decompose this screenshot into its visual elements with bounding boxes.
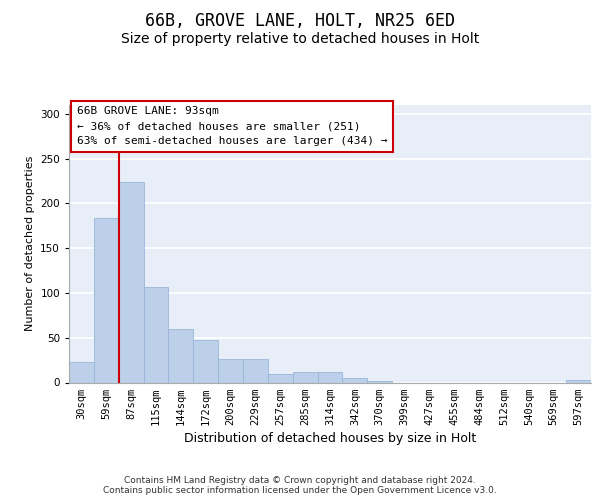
Text: 66B GROVE LANE: 93sqm
← 36% of detached houses are smaller (251)
63% of semi-det: 66B GROVE LANE: 93sqm ← 36% of detached … bbox=[77, 106, 388, 146]
Text: 66B, GROVE LANE, HOLT, NR25 6ED: 66B, GROVE LANE, HOLT, NR25 6ED bbox=[145, 12, 455, 30]
Bar bbox=[69, 362, 94, 382]
Bar bbox=[119, 182, 143, 382]
Bar bbox=[169, 329, 193, 382]
Bar bbox=[317, 372, 343, 382]
Bar bbox=[218, 359, 243, 382]
Bar bbox=[193, 340, 218, 382]
Bar bbox=[367, 380, 392, 382]
Bar bbox=[94, 218, 119, 382]
Text: Size of property relative to detached houses in Holt: Size of property relative to detached ho… bbox=[121, 32, 479, 46]
X-axis label: Distribution of detached houses by size in Holt: Distribution of detached houses by size … bbox=[184, 432, 476, 445]
Bar bbox=[566, 380, 591, 382]
Text: Contains HM Land Registry data © Crown copyright and database right 2024.
Contai: Contains HM Land Registry data © Crown c… bbox=[103, 476, 497, 495]
Bar bbox=[268, 374, 293, 382]
Bar bbox=[343, 378, 367, 382]
Bar bbox=[243, 359, 268, 382]
Y-axis label: Number of detached properties: Number of detached properties bbox=[25, 156, 35, 332]
Bar bbox=[143, 286, 169, 382]
Bar bbox=[293, 372, 317, 382]
